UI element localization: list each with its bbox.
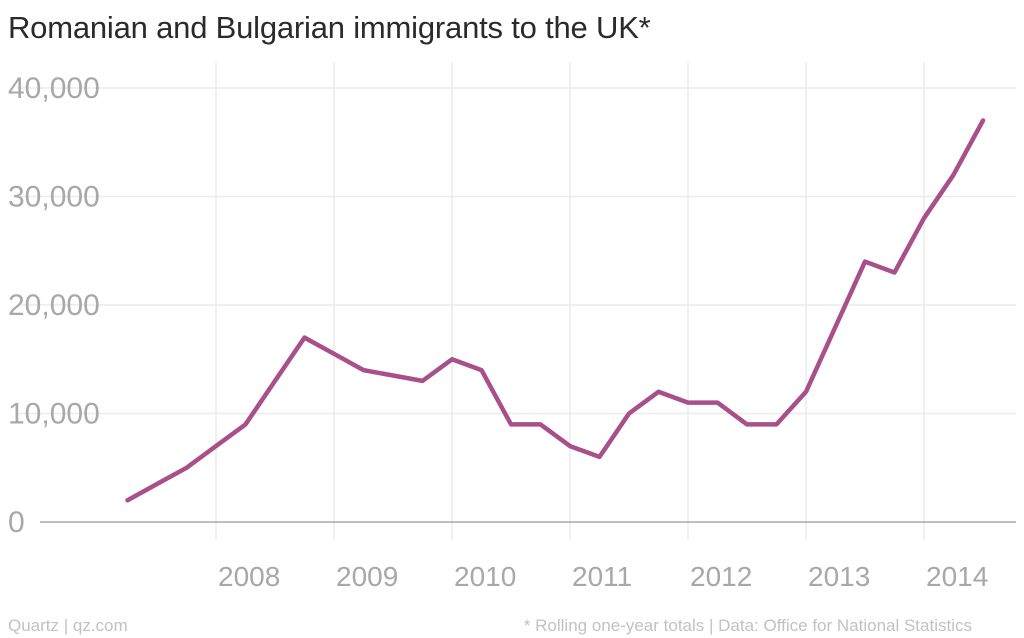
y-tick-label: 30,000	[8, 181, 100, 214]
footer-note: * Rolling one-year totals | Data: Office…	[523, 616, 972, 635]
x-tick-label: 2012	[690, 561, 752, 592]
series-line	[125, 118, 986, 503]
grid-lines	[18, 62, 1016, 522]
series	[125, 118, 986, 503]
axes	[40, 521, 1016, 540]
x-tick-label: 2008	[218, 561, 280, 592]
tick-labels: 0 10,000 20,000 30,000 40,000 2008 2009 2010 201…	[8, 72, 988, 592]
x-tick-label: 2011	[572, 561, 632, 592]
y-tick-label: 40,000	[8, 72, 100, 105]
x-tick-label: 2010	[454, 561, 516, 592]
x-tick-label: 2014	[926, 561, 988, 592]
x-tick-label: 2013	[808, 561, 870, 592]
x-tick-label: 2009	[336, 561, 398, 592]
footer-source-brand: Quartz | qz.com	[8, 616, 128, 635]
y-tick-label: 20,000	[8, 289, 100, 322]
y-tick-label: 0	[8, 506, 25, 539]
chart-title: Romanian and Bulgarian immigrants to the…	[8, 10, 651, 45]
y-tick-label: 10,000	[8, 398, 100, 431]
